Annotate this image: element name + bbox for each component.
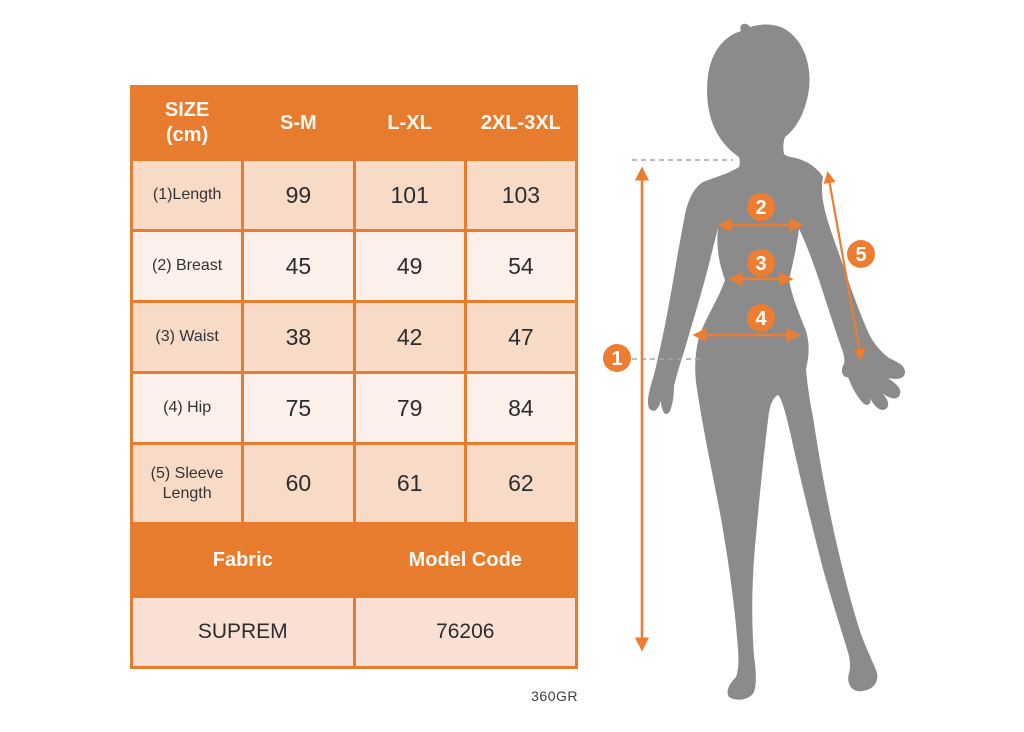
marker-2-circle xyxy=(747,193,775,221)
marker-1-circle xyxy=(603,344,631,372)
fabric-header: Fabric xyxy=(130,522,356,598)
fabric-value: SUPREM xyxy=(130,595,356,669)
female-silhouette-diagram: 1 2 3 4 5 xyxy=(603,23,905,700)
sleeve-2xl3xl-value: 62 xyxy=(463,442,579,525)
row-label-length: (1)Length xyxy=(129,158,245,232)
waist-sm-value: 38 xyxy=(241,300,356,374)
female-body-silhouette xyxy=(647,23,905,700)
row-label-waist: (3) Waist xyxy=(129,300,245,374)
table-row-hip: (4) Hip 75 79 84 xyxy=(129,371,579,445)
sleeve-measure-arrow xyxy=(823,171,866,361)
row-label-sleeve-length: (5) Sleeve Length xyxy=(129,442,245,525)
marker-5-number: 5 xyxy=(855,244,866,266)
hip-2xl3xl-value: 84 xyxy=(463,371,579,445)
table-row-waist: (3) Waist 38 42 47 xyxy=(129,300,579,374)
breast-lxl-value: 49 xyxy=(352,229,467,303)
marker-1-number: 1 xyxy=(611,348,622,370)
table-row-breast: (2) Breast 45 49 54 xyxy=(129,229,579,303)
weight-footnote: 360GR xyxy=(531,688,578,704)
row-label-hip: (4) Hip xyxy=(129,371,245,445)
table-footer-header-row: Fabric Model Code xyxy=(130,522,578,598)
marker-5-circle xyxy=(847,240,875,268)
model-code-header: Model Code xyxy=(352,522,578,598)
length-lxl-value: 101 xyxy=(352,158,467,232)
marker-3-number: 3 xyxy=(755,253,766,275)
waist-2xl3xl-value: 47 xyxy=(463,300,579,374)
breast-2xl3xl-value: 54 xyxy=(463,229,579,303)
table-header-row: SIZE (cm) S-M L-XL 2XL-3XL xyxy=(129,85,579,161)
table-footer-value-row: SUPREM 76206 xyxy=(130,595,578,669)
row-label-breast: (2) Breast xyxy=(129,229,245,303)
marker-2-number: 2 xyxy=(755,197,766,219)
waist-lxl-value: 42 xyxy=(352,300,467,374)
table-row-length: (1)Length 99 101 103 xyxy=(129,158,579,232)
length-sm-value: 99 xyxy=(241,158,356,232)
breast-sm-value: 45 xyxy=(241,229,356,303)
table-row-sleeve-length: (5) Sleeve Length 60 61 62 xyxy=(129,442,579,525)
column-header-size-label: SIZE (cm) xyxy=(164,99,210,146)
hip-sm-value: 75 xyxy=(241,371,356,445)
size-chart-table: SIZE (cm) S-M L-XL 2XL-3XL (1)Length 99 … xyxy=(129,85,579,669)
marker-4-circle xyxy=(747,304,775,332)
length-2xl3xl-value: 103 xyxy=(463,158,579,232)
column-header-2xl3xl: 2XL-3XL xyxy=(463,85,579,161)
marker-3-circle xyxy=(747,249,775,277)
column-header-sm: S-M xyxy=(241,85,356,161)
sleeve-sm-value: 60 xyxy=(241,442,356,525)
model-code-value: 76206 xyxy=(352,595,578,669)
marker-2-breast: 2 xyxy=(747,193,775,221)
marker-1-length: 1 xyxy=(603,344,631,372)
column-header-lxl: L-XL xyxy=(352,85,467,161)
body-measurement-figure: 1 2 3 4 5 xyxy=(600,0,1024,727)
column-header-size: SIZE (cm) xyxy=(129,85,245,161)
marker-3-waist: 3 xyxy=(747,249,775,277)
sleeve-lxl-value: 61 xyxy=(352,442,467,525)
sleeve-length-label-text: (5) Sleeve Length xyxy=(150,465,224,502)
marker-4-number: 4 xyxy=(755,308,767,330)
marker-4-hip: 4 xyxy=(747,304,775,332)
hip-lxl-value: 79 xyxy=(352,371,467,445)
marker-5-sleeve: 5 xyxy=(847,240,875,268)
